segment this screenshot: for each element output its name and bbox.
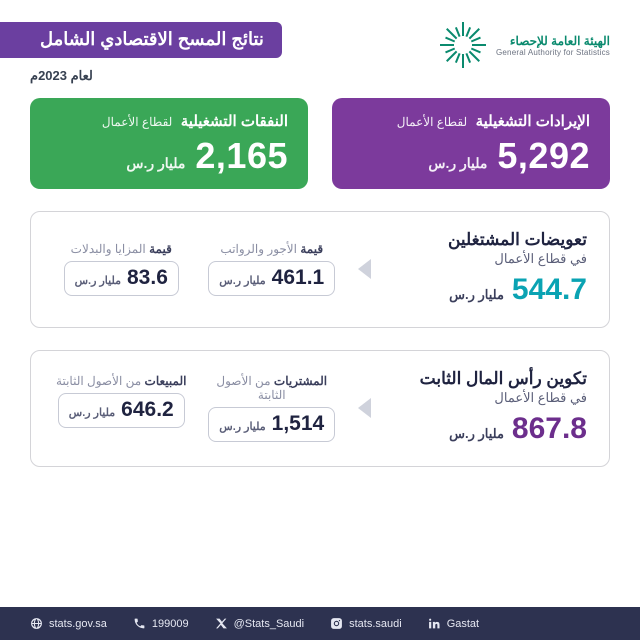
footer-website: stats.gov.sa [30, 617, 107, 630]
chip-label: المشتريات من الأصول الثابتة [204, 374, 341, 402]
chip-value: مليار ر.س83.6 [64, 261, 179, 296]
header-row: الهيئة العامة للإحصاء General Authority … [30, 22, 610, 84]
top-cards: الإيرادات التشغيلية لقطاع الأعمال مليار … [30, 98, 610, 189]
title-block: نتائج المسح الاقتصادي الشامل لعام 2023م [30, 22, 312, 84]
logo-icon [440, 22, 486, 68]
panel-head: تكوين رأس المال الثابت في قطاع الأعمال م… [389, 369, 587, 446]
panel-chips: قيمة الأجور والرواتب مليار ر.س461.1 قيمة… [53, 242, 340, 296]
infographic-root: الهيئة العامة للإحصاء General Authority … [0, 0, 640, 640]
chip-label: المبيعات من الأصول الثابتة [53, 374, 190, 388]
x-icon [215, 617, 228, 630]
chip-value: مليار ر.س461.1 [208, 261, 335, 296]
card-value: مليار ر.س 5,292 [352, 135, 590, 177]
footer-linkedin: Gastat [428, 617, 479, 630]
card-title: النفقات التشغيلية لقطاع الأعمال [50, 112, 288, 131]
panel-capital: تكوين رأس المال الثابت في قطاع الأعمال م… [30, 350, 610, 467]
panel-compensation: تعويضات المشتغلين في قطاع الأعمال مليار … [30, 211, 610, 328]
chip: قيمة الأجور والرواتب مليار ر.س461.1 [204, 242, 341, 296]
footer: stats.gov.sa 199009 @Stats_Saudi stats.s… [0, 607, 640, 640]
panel-title: تكوين رأس المال الثابت [389, 369, 587, 389]
page-title: نتائج المسح الاقتصادي الشامل [0, 22, 282, 58]
card-revenue: الإيرادات التشغيلية لقطاع الأعمال مليار … [332, 98, 610, 189]
chip-value: مليار ر.س1,514 [208, 407, 335, 442]
triangle-icon [358, 259, 371, 279]
chip: المشتريات من الأصول الثابتة مليار ر.س1,5… [204, 374, 341, 442]
chip-label: قيمة الأجور والرواتب [204, 242, 341, 256]
triangle-icon [358, 398, 371, 418]
chip: قيمة المزايا والبدلات مليار ر.س83.6 [53, 242, 190, 296]
logo-text-en: General Authority for Statistics [496, 48, 610, 57]
instagram-icon [330, 617, 343, 630]
logo-block: الهيئة العامة للإحصاء General Authority … [440, 22, 610, 68]
panel-title: تعويضات المشتغلين [389, 230, 587, 250]
card-expenses: النفقات التشغيلية لقطاع الأعمال مليار ر.… [30, 98, 308, 189]
panel-subtitle: في قطاع الأعمال [389, 390, 587, 406]
card-value: مليار ر.س 2,165 [50, 135, 288, 177]
footer-x: @Stats_Saudi [215, 617, 305, 630]
panel-head: تعويضات المشتغلين في قطاع الأعمال مليار … [389, 230, 587, 307]
panel-value: مليار ر.س 867.8 [389, 412, 587, 446]
chip-label: قيمة المزايا والبدلات [53, 242, 190, 256]
chip: المبيعات من الأصول الثابتة مليار ر.س646.… [53, 374, 190, 442]
linkedin-icon [428, 617, 441, 630]
panel-value: مليار ر.س 544.7 [389, 273, 587, 307]
logo-text-ar: الهيئة العامة للإحصاء [496, 34, 610, 48]
panel-subtitle: في قطاع الأعمال [389, 251, 587, 267]
card-title: الإيرادات التشغيلية لقطاع الأعمال [352, 112, 590, 131]
footer-phone: 199009 [133, 617, 189, 630]
chip-value: مليار ر.س646.2 [58, 393, 185, 428]
logo-text: الهيئة العامة للإحصاء General Authority … [496, 34, 610, 57]
page-subtitle: لعام 2023م [30, 68, 312, 84]
phone-icon [133, 617, 146, 630]
globe-icon [30, 617, 43, 630]
footer-instagram: stats.saudi [330, 617, 402, 630]
panel-chips: المشتريات من الأصول الثابتة مليار ر.س1,5… [53, 374, 340, 442]
